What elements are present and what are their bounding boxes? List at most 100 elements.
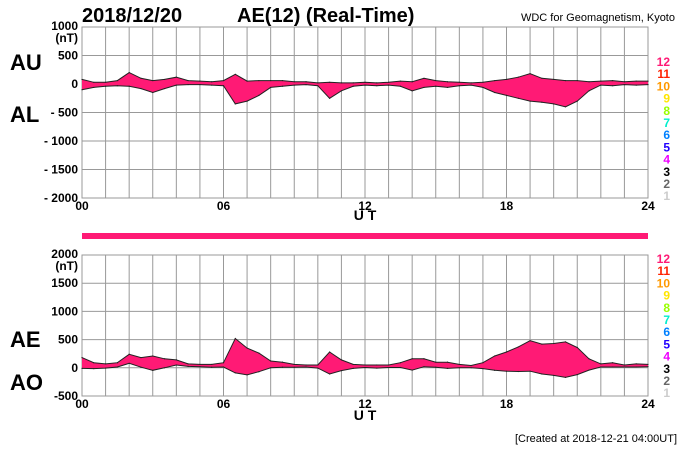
ao-data-point: [258, 371, 260, 373]
ao-data-point: [635, 366, 637, 368]
al-data-point: [340, 90, 343, 92]
station-count-legend-7: 7: [663, 116, 670, 130]
x-tick-label: 24: [641, 199, 655, 213]
al-data-point: [564, 106, 567, 108]
ao-data-point: [234, 372, 236, 374]
ae-data-point: [317, 364, 319, 366]
x-tick-label: 12: [358, 199, 372, 213]
ao-data-point: [529, 370, 531, 372]
ao-data-point: [187, 365, 189, 367]
ao-data-point: [387, 366, 390, 369]
ae-data-point: [529, 340, 531, 342]
ao-data-point: [588, 369, 590, 371]
ao-data-point: [222, 366, 225, 368]
ao-data-point: [364, 366, 366, 369]
al-data-point: [576, 100, 578, 102]
au-data-point: [612, 79, 614, 82]
al-data-point: [211, 84, 213, 86]
au-data-point: [104, 81, 107, 83]
ao-data-point: [104, 367, 107, 369]
ae-data-point: [270, 360, 272, 362]
al-data-point: [470, 84, 472, 86]
ao-data-point: [423, 366, 425, 368]
al-data-point: [399, 85, 401, 87]
ao-data-point: [152, 369, 154, 371]
au-data-point: [423, 77, 425, 79]
ae-label: AE: [10, 327, 41, 352]
station-count-legend-10: 10: [657, 276, 671, 290]
au-data-point: [281, 79, 284, 82]
al-data-point: [305, 83, 307, 86]
y-tick-label: 500: [58, 49, 78, 63]
au-data-point: [411, 81, 413, 83]
ae-data-point: [305, 364, 307, 366]
al-data-point: [446, 86, 449, 89]
ae-data-point: [482, 362, 484, 364]
ao-data-point: [600, 366, 602, 368]
ae-data-point: [600, 363, 602, 365]
ao-data-point: [553, 374, 555, 377]
au-data-point: [152, 79, 154, 82]
ae-data-point: [411, 358, 413, 360]
au-data-point: [541, 77, 543, 79]
ao-data-point: [246, 374, 248, 376]
al-data-point: [517, 97, 519, 99]
au-label: AU: [10, 50, 42, 75]
ae-data-point: [116, 362, 118, 364]
station-count-legend-5: 5: [663, 337, 670, 351]
y-tick-label: 0: [71, 361, 78, 375]
x-tick-label: 00: [75, 397, 89, 411]
au-data-point: [340, 82, 343, 84]
au-data-point: [222, 79, 225, 82]
ae-data-point: [93, 362, 95, 364]
ae-data-point: [140, 357, 142, 359]
ae-data-point: [222, 362, 225, 364]
station-count-legend-12: 12: [657, 252, 671, 266]
au-data-point: [470, 82, 472, 84]
au-data-point: [387, 81, 390, 83]
au-data-point: [329, 81, 331, 83]
ae-data-point: [352, 363, 354, 366]
al-data-point: [541, 101, 543, 103]
au-data-point: [81, 78, 83, 81]
station-count-legend-7: 7: [663, 313, 670, 327]
al-data-point: [93, 86, 95, 89]
au-data-point: [623, 81, 626, 83]
al-data-point: [411, 90, 413, 92]
au-data-point: [482, 81, 484, 83]
ae-data-point: [505, 351, 508, 353]
ao-data-point: [281, 366, 284, 368]
au-data-point: [258, 79, 260, 82]
al-data-point: [317, 85, 319, 87]
al-data-point: [494, 91, 496, 94]
al-data-point: [329, 97, 331, 99]
au-data-point: [458, 81, 460, 83]
ao-data-point: [505, 370, 508, 372]
al-data-point: [647, 83, 649, 86]
ao-data-point: [411, 369, 413, 371]
ao-data-point: [270, 367, 272, 369]
y-tick-label: 2000: [51, 247, 78, 261]
al-data-point: [387, 84, 390, 86]
au-data-point: [446, 81, 449, 83]
au-data-point: [187, 79, 189, 82]
ae-data-point: [258, 352, 260, 354]
source-label: WDC for Geomagnetism, Kyoto: [521, 12, 675, 24]
ae-data-point: [281, 361, 284, 363]
ao-data-point: [305, 366, 307, 368]
al-data-point: [635, 84, 637, 86]
ae-data-point: [211, 363, 213, 366]
al-data-point: [270, 86, 272, 89]
au-data-point: [647, 80, 649, 82]
al-data-point: [600, 84, 602, 86]
al-data-point: [163, 87, 166, 90]
ao-data-point: [352, 367, 354, 369]
al-data-point: [553, 103, 555, 105]
al-data-point: [281, 85, 284, 87]
station-count-legend-6: 6: [663, 325, 670, 339]
au-data-point: [293, 81, 295, 83]
created-timestamp: [Created at 2018-12-21 04:00UT]: [515, 433, 677, 445]
ae-data-point: [423, 358, 425, 360]
ao-data-point: [116, 366, 118, 368]
